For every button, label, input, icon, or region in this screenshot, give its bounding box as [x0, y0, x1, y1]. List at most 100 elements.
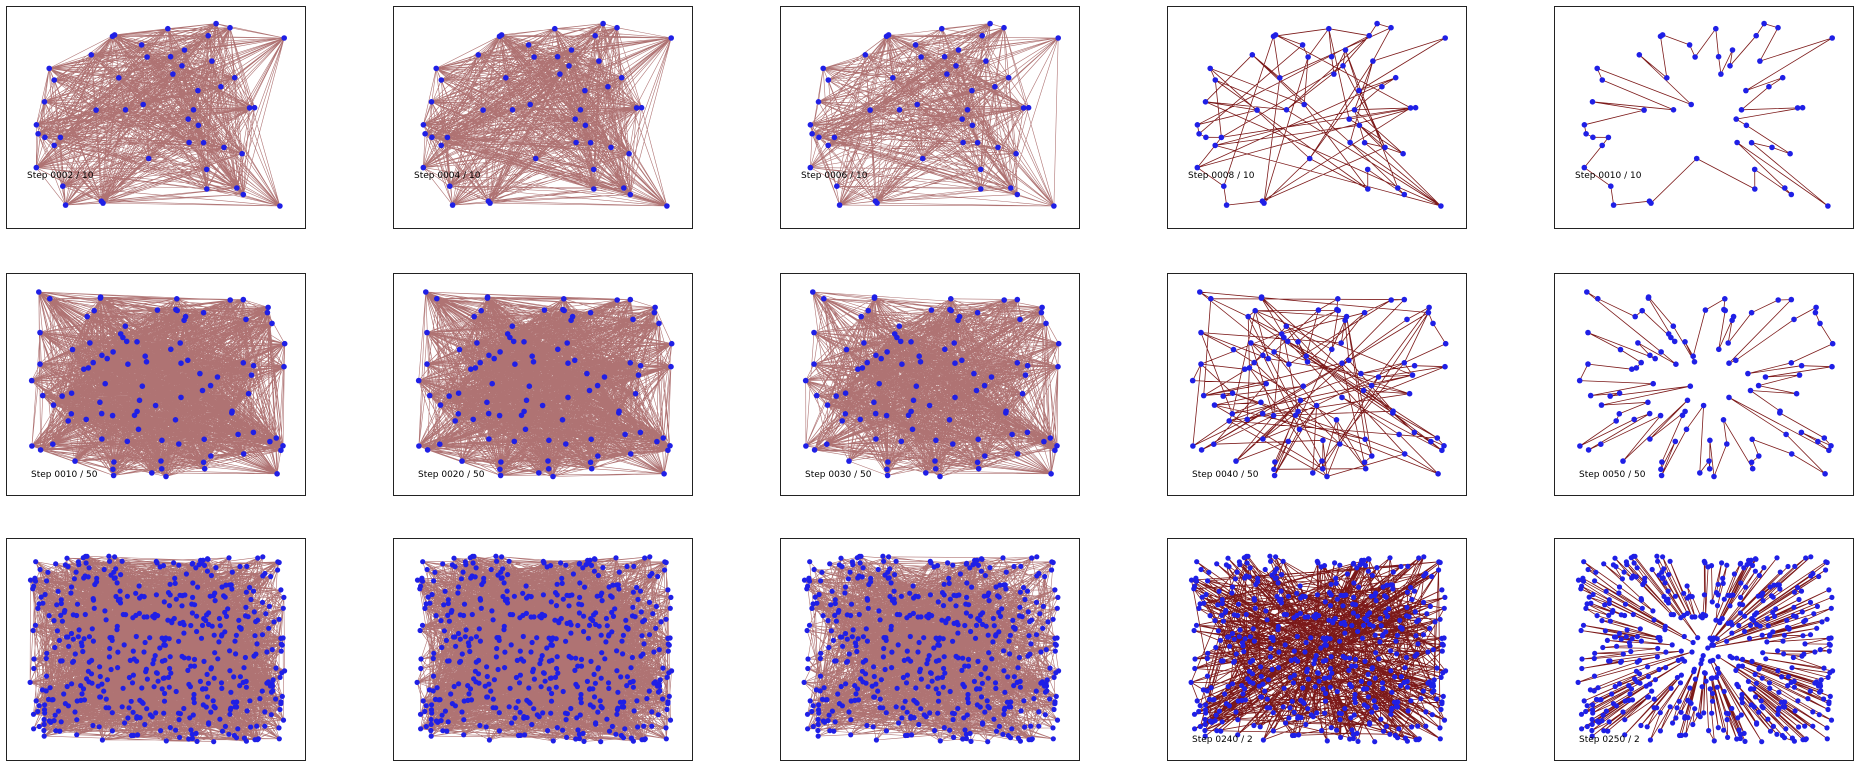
graph-node: [935, 710, 941, 716]
graph-node: [1036, 709, 1042, 715]
graph-node: [1687, 699, 1693, 705]
graph-node: [665, 587, 671, 593]
graph-node: [1203, 702, 1209, 708]
graph-node: [1659, 32, 1666, 38]
graph-node: [1651, 617, 1657, 623]
graph-node: [107, 558, 113, 564]
graph-node: [1715, 592, 1721, 598]
graph-node: [101, 688, 107, 694]
graph-node: [250, 588, 257, 594]
graph-node: [241, 665, 247, 671]
graph-node: [66, 643, 72, 649]
graph-node: [180, 619, 186, 625]
graph-node: [941, 592, 947, 598]
graph-node: [1315, 307, 1322, 313]
graph-node: [827, 728, 833, 734]
graph-node: [248, 372, 255, 378]
graph-node: [446, 618, 452, 624]
graph-node: [904, 648, 910, 654]
graph-node: [1431, 677, 1437, 683]
graph-node: [41, 727, 47, 734]
graph-node: [1377, 639, 1383, 645]
graph-node: [68, 584, 75, 590]
graph-node: [190, 580, 196, 586]
graph-node: [1738, 107, 1745, 113]
graph-node: [1409, 724, 1415, 730]
graph-node: [1312, 657, 1318, 663]
graph-node: [1812, 649, 1818, 655]
graph-node: [606, 728, 613, 734]
graph-node: [69, 681, 75, 687]
graph-node: [993, 584, 999, 590]
graph-node: [1194, 122, 1201, 128]
graph-node: [1031, 696, 1037, 702]
graph-node: [1233, 709, 1239, 715]
graph-node: [1667, 704, 1673, 710]
graph-node: [1663, 665, 1669, 671]
graph-node: [591, 671, 597, 677]
graph-node: [1715, 725, 1721, 731]
graph-node: [839, 418, 845, 424]
graph-node: [1288, 657, 1294, 663]
graph-node: [1702, 670, 1708, 676]
graph-node: [1314, 558, 1320, 564]
graph-node: [1197, 723, 1203, 730]
graph-node: [857, 416, 863, 423]
graph-node: [165, 617, 171, 623]
graph-node: [89, 626, 95, 632]
graph-node: [114, 580, 120, 586]
graph-node: [1436, 567, 1442, 573]
graph-node: [68, 411, 75, 417]
graph-node: [484, 294, 491, 300]
graph-node: [1270, 728, 1276, 734]
graph-node: [566, 603, 572, 609]
graph-node: [562, 710, 569, 716]
graph-node: [599, 598, 605, 604]
graph-node: [546, 686, 552, 692]
graph-node: [1019, 390, 1026, 397]
graph-node: [947, 727, 953, 733]
graph-node: [638, 104, 645, 111]
graph-node: [1382, 144, 1388, 151]
graph-node: [83, 416, 89, 423]
graph-node: [449, 607, 455, 614]
graph-node: [559, 575, 565, 581]
graph-node: [455, 584, 462, 590]
graph-node: [1634, 659, 1640, 665]
graph-node: [1365, 671, 1371, 677]
graph-node: [1249, 52, 1256, 58]
graph-node: [1721, 727, 1727, 733]
graph-node: [568, 630, 574, 636]
graph-node: [1581, 559, 1587, 565]
graph-node: [898, 438, 905, 445]
graph-node: [1341, 619, 1347, 625]
graph-node: [586, 560, 592, 566]
graph-node: [520, 633, 526, 640]
graph-node: [53, 561, 59, 567]
graph-node: [1616, 411, 1623, 417]
graph-node: [423, 723, 429, 730]
graph-node: [662, 567, 668, 573]
graph-node: [33, 698, 39, 704]
graph-node: [1692, 706, 1698, 712]
graph-node: [1355, 628, 1361, 635]
graph-node: [1271, 466, 1277, 473]
graph-node: [1272, 575, 1278, 581]
graph-node: [1287, 674, 1293, 681]
graph-node: [577, 594, 583, 600]
graph-node: [1701, 558, 1707, 564]
graph-node: [1665, 588, 1671, 594]
graph-node: [41, 733, 47, 739]
graph-node: [842, 584, 849, 590]
graph-node: [124, 593, 130, 599]
graph-node: [933, 437, 939, 444]
graph-node: [955, 47, 962, 53]
graph-node: [1729, 705, 1735, 712]
graph-node: [975, 616, 981, 622]
graph-node: [1027, 651, 1033, 657]
graph-node: [84, 313, 90, 320]
graph-node: [159, 437, 165, 444]
graph-node: [518, 412, 525, 419]
graph-node: [143, 359, 150, 365]
graph-node: [178, 360, 184, 366]
